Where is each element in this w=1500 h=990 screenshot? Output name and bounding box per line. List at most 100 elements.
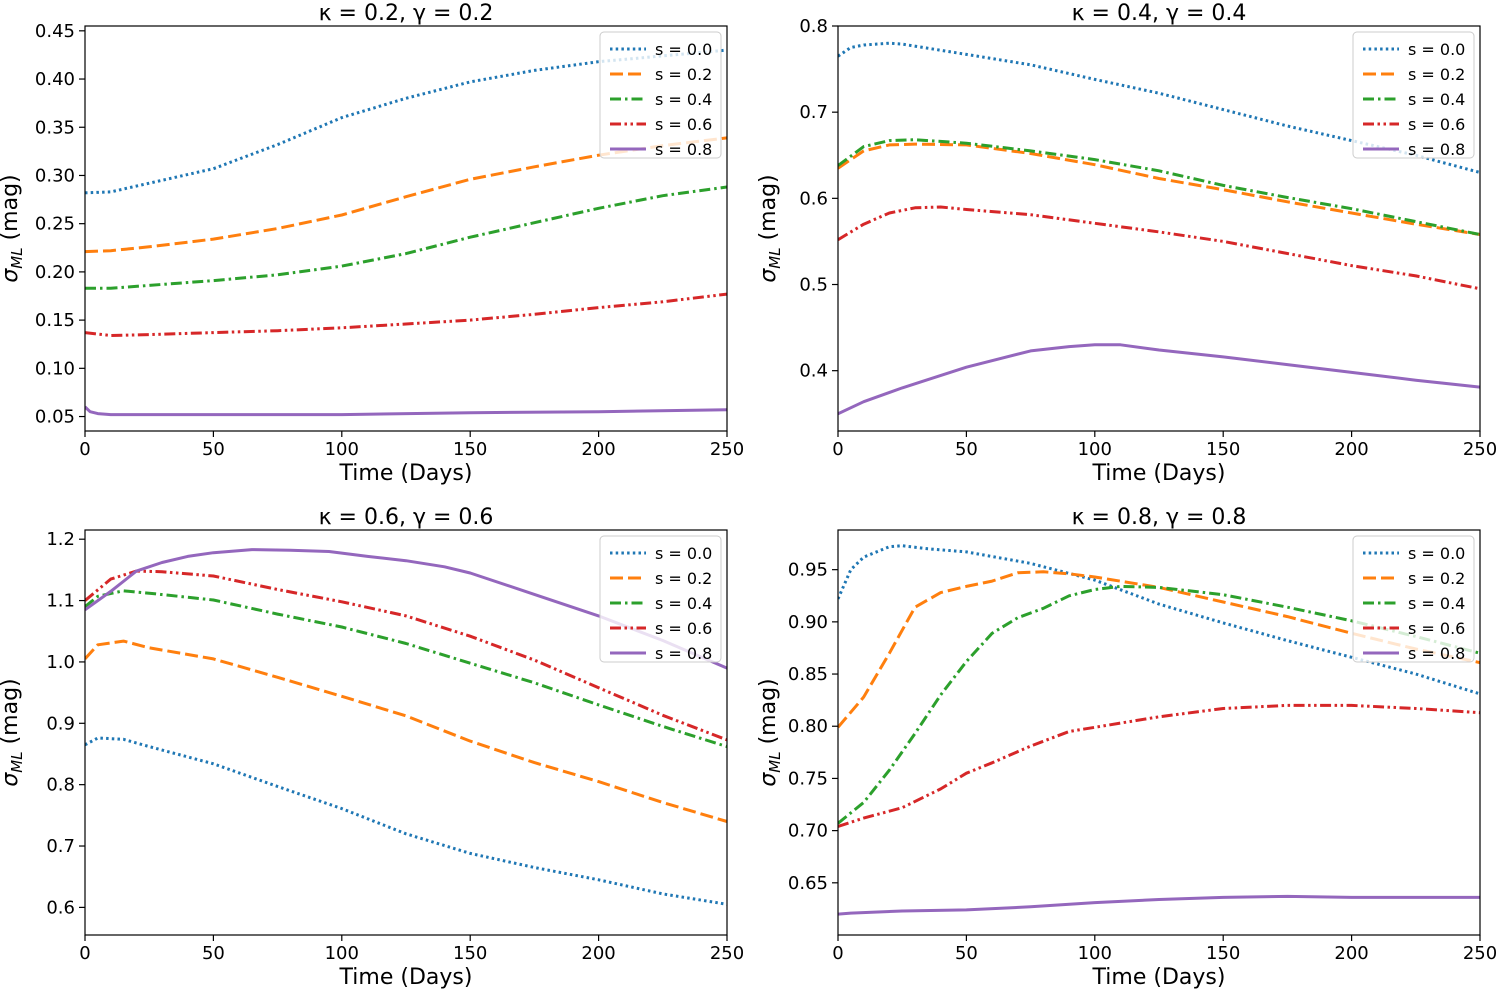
x-tick-label: 50 — [955, 943, 978, 964]
series-line-04 — [85, 185, 727, 290]
chart-title: κ = 0.4, γ = 0.4 — [1072, 1, 1247, 26]
x-tick-label: 0 — [79, 439, 90, 460]
y-tick-label: 0.20 — [35, 262, 75, 283]
plot-frame — [837, 25, 1481, 432]
legend: s = 0.0 s = 0.2 s = 0.4 s = 0.6 s = 0.8 — [1352, 535, 1475, 663]
x-axis-label: Time (Days) — [339, 965, 473, 990]
x-tick-label: 50 — [202, 439, 225, 460]
x-tick-label: 250 — [710, 439, 744, 460]
series-line-00 — [85, 736, 727, 906]
plot-frame — [837, 529, 1481, 936]
series-line-04 — [838, 584, 1480, 825]
series-line-08 — [85, 548, 727, 670]
series-line-02 — [838, 142, 1480, 236]
y-tick-label: 1.2 — [46, 529, 75, 550]
x-tick-label: 0 — [79, 943, 90, 964]
y-tick-label: 0.45 — [35, 21, 75, 42]
legend-label: s = 0.6 — [655, 619, 712, 638]
legend-label: s = 0.6 — [1408, 619, 1465, 638]
y-tick-label: 0.40 — [35, 69, 75, 90]
series-group — [838, 41, 1480, 416]
y-axis-label: σML (mag) — [0, 174, 26, 282]
legend-label: s = 0.4 — [655, 594, 712, 613]
chart-panel-3: 0 50 100 150 200 250 0.6 0.7 0.8 0.9 1.0 1.1 1.2 κ = … — [0, 505, 744, 990]
x-tick-label: 250 — [1463, 439, 1497, 460]
legend-label: s = 0.2 — [655, 65, 712, 84]
y-tick-label: 0.6 — [799, 188, 828, 209]
y-tick-label: 0.15 — [35, 310, 75, 331]
chart-title: κ = 0.6, γ = 0.6 — [319, 505, 494, 530]
y-tick-label: 0.9 — [46, 713, 75, 734]
y-tick-label: 0.70 — [788, 821, 828, 842]
legend-label: s = 0.4 — [1408, 594, 1465, 613]
y-tick-label: 0.10 — [35, 358, 75, 379]
series-line-06 — [85, 292, 727, 337]
legend-label: s = 0.0 — [1408, 544, 1465, 563]
chart-panel-2: 0 50 100 150 200 250 0.4 0.5 0.6 0.7 0.8 κ = 0.4, γ… — [756, 1, 1497, 486]
y-tick-label: 1.0 — [46, 652, 75, 673]
series-line-02 — [85, 639, 727, 823]
y-tick-label: 0.8 — [799, 16, 828, 37]
legend-label: s = 0.2 — [1408, 65, 1465, 84]
y-tick-label: 0.30 — [35, 165, 75, 186]
series-group — [85, 548, 727, 906]
legend-box — [1352, 31, 1475, 159]
legend-label: s = 0.4 — [1408, 90, 1465, 109]
y-tick-label: 0.90 — [788, 612, 828, 633]
x-tick-label: 150 — [1206, 943, 1240, 964]
legend: s = 0.0 s = 0.2 s = 0.4 s = 0.6 s = 0.8 — [1352, 31, 1475, 159]
series-line-08 — [838, 894, 1480, 916]
legend-label: s = 0.8 — [655, 140, 712, 159]
y-tick-label: 0.75 — [788, 768, 828, 789]
series-line-08 — [85, 405, 727, 417]
y-tick-label: 0.6 — [46, 897, 75, 918]
series-group — [838, 544, 1480, 916]
x-tick-label: 100 — [1078, 439, 1112, 460]
legend: s = 0.0 s = 0.2 s = 0.4 s = 0.6 s = 0.8 — [599, 31, 722, 159]
x-tick-label: 250 — [1463, 943, 1497, 964]
legend-box — [1352, 535, 1475, 663]
x-tick-label: 150 — [1206, 439, 1240, 460]
series-line-08 — [838, 343, 1480, 416]
x-tick-label: 150 — [453, 943, 487, 964]
series-line-00 — [838, 41, 1480, 174]
x-tick-label: 200 — [1334, 439, 1368, 460]
chart-panel-1: 0 50 100 150 200 250 0.05 0.10 0.15 0.20 0.25 0.30 0… — [0, 1, 744, 486]
legend-label: s = 0.4 — [655, 90, 712, 109]
y-tick-label: 0.85 — [788, 664, 828, 685]
legend-label: s = 0.0 — [1408, 40, 1465, 59]
x-tick-label: 200 — [581, 943, 615, 964]
x-tick-label: 0 — [832, 943, 843, 964]
x-tick-label: 100 — [1078, 943, 1112, 964]
legend-box — [599, 31, 722, 159]
legend-label: s = 0.2 — [655, 569, 712, 588]
chart-title: κ = 0.2, γ = 0.2 — [319, 1, 494, 26]
y-tick-label: 0.7 — [799, 102, 828, 123]
x-tick-label: 150 — [453, 439, 487, 460]
y-tick-label: 0.35 — [35, 117, 75, 138]
chart-title: κ = 0.8, γ = 0.8 — [1072, 505, 1247, 530]
x-tick-label: 200 — [581, 439, 615, 460]
series-line-06 — [838, 703, 1480, 828]
series-line-00 — [838, 544, 1480, 696]
legend-label: s = 0.8 — [655, 644, 712, 663]
legend-label: s = 0.0 — [655, 544, 712, 563]
legend-label: s = 0.6 — [1408, 115, 1465, 134]
x-axis-label: Time (Days) — [339, 461, 473, 486]
legend-label: s = 0.8 — [1408, 644, 1465, 663]
y-tick-label: 0.25 — [35, 214, 75, 235]
y-tick-label: 0.8 — [46, 775, 75, 796]
x-tick-label: 0 — [832, 439, 843, 460]
x-tick-label: 50 — [955, 439, 978, 460]
x-tick-label: 250 — [710, 943, 744, 964]
y-tick-label: 0.95 — [788, 560, 828, 581]
x-axis-label: Time (Days) — [1092, 461, 1226, 486]
legend-label: s = 0.6 — [655, 115, 712, 134]
y-tick-label: 1.1 — [46, 591, 75, 612]
plot-frame — [84, 25, 728, 432]
y-tick-label: 0.80 — [788, 716, 828, 737]
x-tick-label: 50 — [202, 943, 225, 964]
x-tick-label: 100 — [325, 943, 359, 964]
y-axis-label: σML (mag) — [756, 678, 784, 786]
